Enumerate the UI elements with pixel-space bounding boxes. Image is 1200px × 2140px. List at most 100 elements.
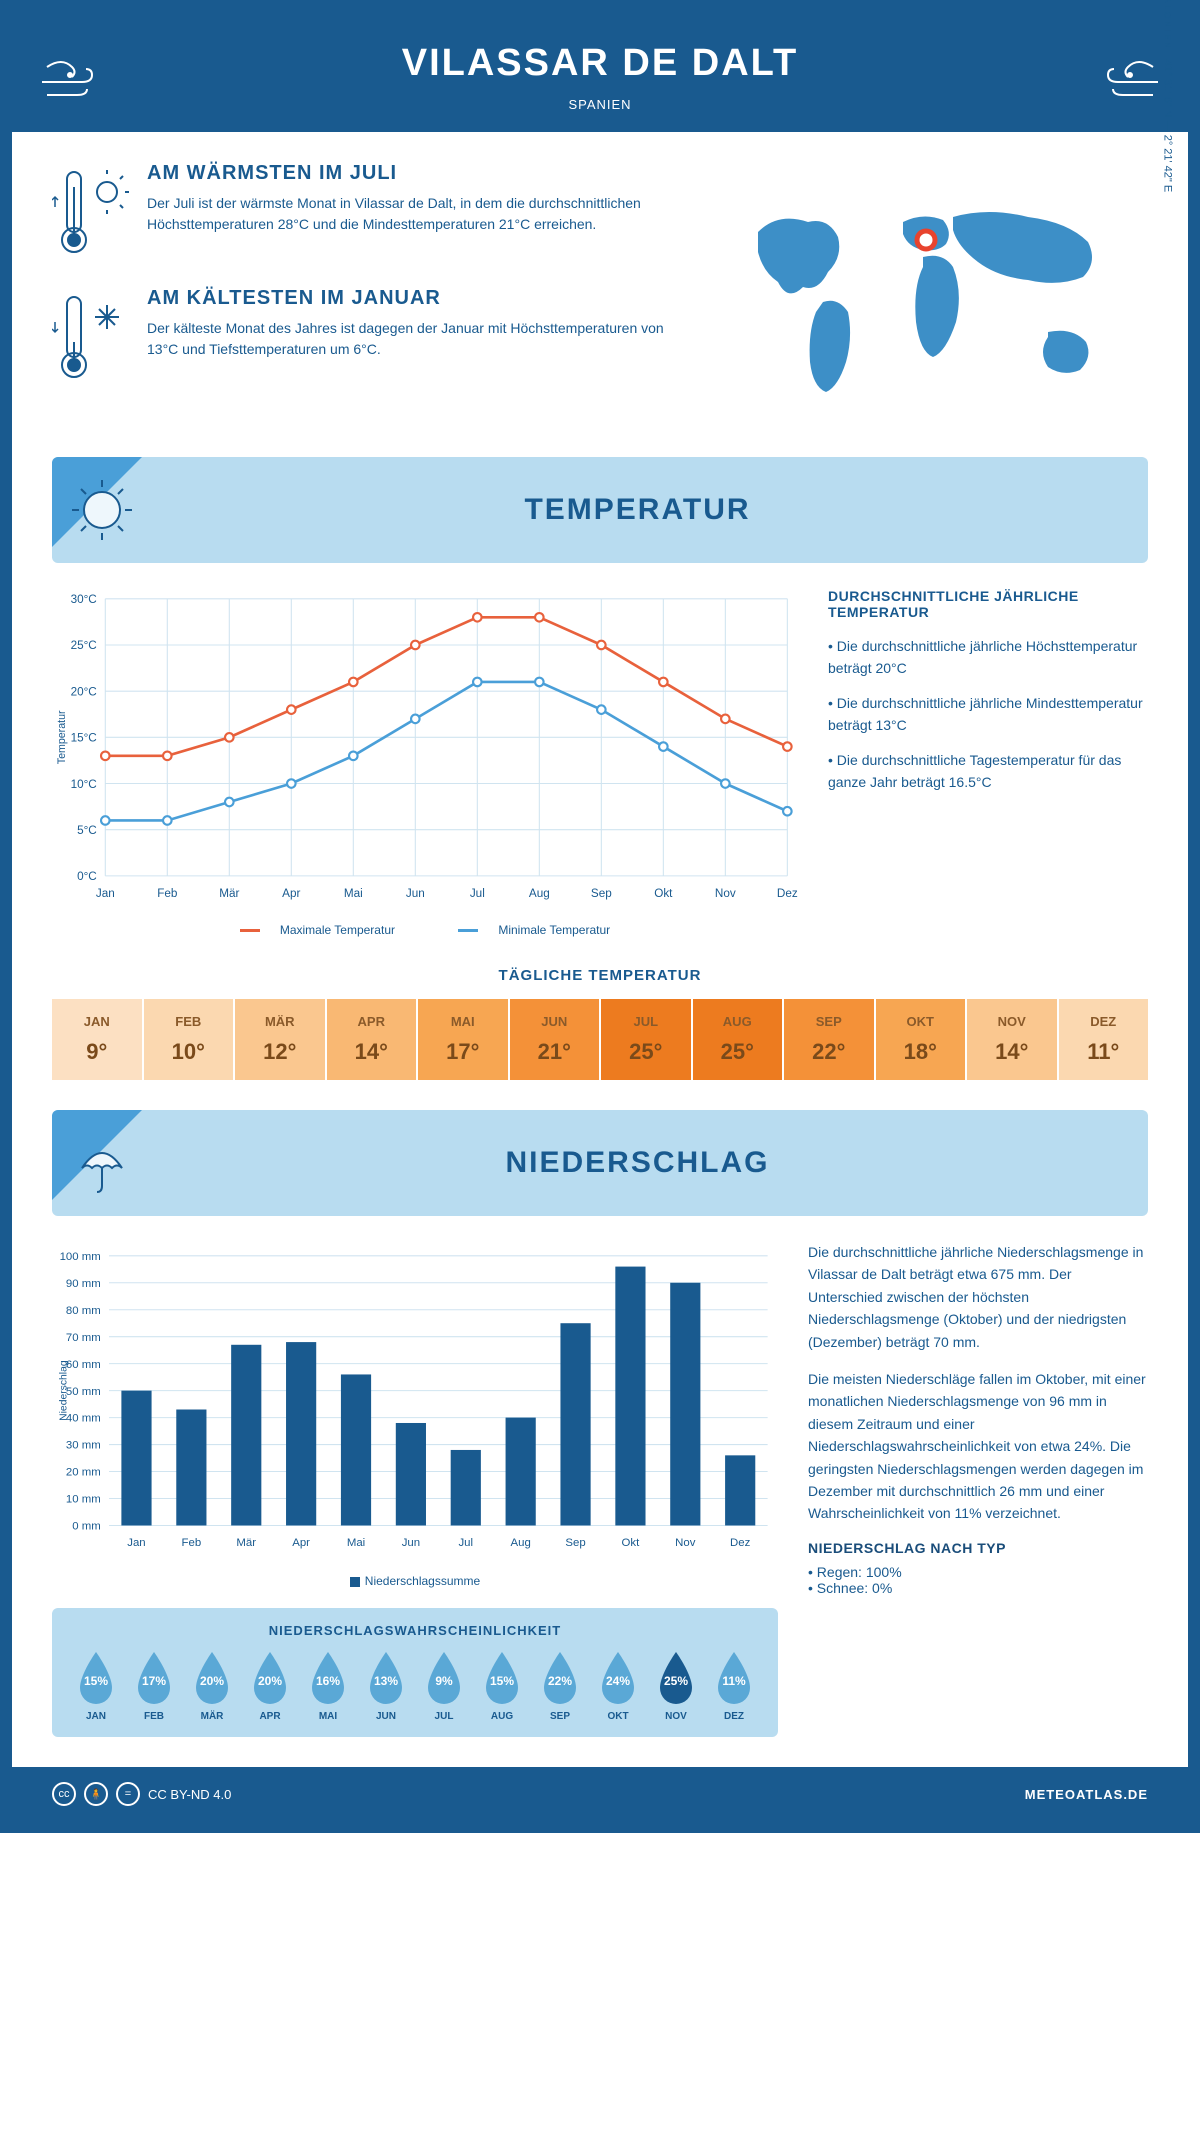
svg-text:0°C: 0°C	[77, 870, 97, 883]
thermometer-sun-icon	[52, 162, 132, 262]
svg-text:Niederschlag: Niederschlag	[59, 1360, 70, 1421]
svg-text:5°C: 5°C	[77, 824, 97, 837]
svg-text:0 mm: 0 mm	[72, 1521, 100, 1533]
temp-cell: JAN9°	[52, 999, 144, 1080]
temperature-section-header: TEMPERATUR	[52, 457, 1148, 563]
probability-drop: 15%AUG	[478, 1650, 526, 1722]
precip-type-item: Schnee: 0%	[808, 1580, 1148, 1596]
svg-text:70 mm: 70 mm	[66, 1332, 101, 1344]
coordinates: KATALONIEN 41° 31' 6" N — 2° 21' 42" E	[1162, 0, 1174, 192]
probability-drop: 25%NOV	[652, 1650, 700, 1722]
precip-type-item: Regen: 100%	[808, 1564, 1148, 1580]
line-chart-legend: Maximale Temperatur Minimale Temperatur	[52, 923, 798, 937]
umbrella-icon	[67, 1128, 137, 1198]
nd-icon: =	[116, 1782, 140, 1806]
svg-text:Jan: Jan	[127, 1537, 145, 1549]
cold-block: AM KÄLTESTEN IM JANUAR Der kälteste Mona…	[52, 287, 698, 387]
temp-cell: DEZ11°	[1059, 999, 1149, 1080]
probability-drop: 24%OKT	[594, 1650, 642, 1722]
svg-text:Sep: Sep	[565, 1537, 585, 1549]
thermometer-snow-icon	[52, 287, 132, 387]
svg-text:Apr: Apr	[292, 1537, 310, 1549]
page: VILASSAR DE DALT SPANIEN AM WÄRMSTEN IM …	[0, 0, 1200, 1833]
temp-cell: APR14°	[327, 999, 419, 1080]
svg-text:50 mm: 50 mm	[66, 1386, 101, 1398]
svg-text:Dez: Dez	[730, 1537, 751, 1549]
probability-drop: 16%MAI	[304, 1650, 352, 1722]
country: SPANIEN	[132, 97, 1068, 112]
probability-drop: 15%JAN	[72, 1650, 120, 1722]
warm-title: AM WÄRMSTEN IM JULI	[147, 162, 698, 185]
footer: cc 🧍 = CC BY-ND 4.0 METEOATLAS.DE	[12, 1767, 1188, 1821]
world-map-container: KATALONIEN 41° 31' 6" N — 2° 21' 42" E	[728, 162, 1148, 427]
temp-cell: JUN21°	[510, 999, 602, 1080]
svg-text:20°C: 20°C	[71, 685, 98, 698]
svg-text:Aug: Aug	[511, 1537, 531, 1549]
svg-text:Temperatur: Temperatur	[56, 710, 68, 764]
svg-text:Okt: Okt	[654, 887, 673, 900]
summary-item: Die durchschnittliche jährliche Höchstte…	[828, 635, 1148, 680]
probability-drop: 22%SEP	[536, 1650, 584, 1722]
daily-temp-table: JAN9°FEB10°MÄR12°APR14°MAI17°JUN21°JUL25…	[52, 999, 1148, 1080]
by-icon: 🧍	[84, 1782, 108, 1806]
svg-text:Mai: Mai	[344, 887, 363, 900]
svg-text:30°C: 30°C	[71, 593, 98, 606]
temp-cell: OKT18°	[876, 999, 968, 1080]
svg-text:30 mm: 30 mm	[66, 1440, 101, 1452]
svg-text:Dez: Dez	[777, 887, 798, 900]
svg-text:90 mm: 90 mm	[66, 1278, 101, 1290]
precipitation-text: Die durchschnittliche jährliche Niedersc…	[808, 1241, 1148, 1737]
probability-drop: 17%FEB	[130, 1650, 178, 1722]
svg-text:Jul: Jul	[458, 1537, 473, 1549]
daily-temp-title: TÄGLICHE TEMPERATUR	[52, 967, 1148, 984]
svg-text:Mai: Mai	[347, 1537, 365, 1549]
sun-icon	[67, 475, 137, 545]
summary-item: Die durchschnittliche Tagestemperatur fü…	[828, 749, 1148, 794]
svg-text:Nov: Nov	[675, 1537, 696, 1549]
probability-drop: 11%DEZ	[710, 1650, 758, 1722]
svg-text:60 mm: 60 mm	[66, 1359, 101, 1371]
precipitation-bar-chart: 0 mm10 mm20 mm30 mm40 mm50 mm60 mm70 mm8…	[52, 1241, 778, 1561]
page-title: VILASSAR DE DALT	[132, 42, 1068, 85]
header: VILASSAR DE DALT SPANIEN	[12, 12, 1188, 132]
temp-cell: MÄR12°	[235, 999, 327, 1080]
svg-text:Feb: Feb	[157, 887, 178, 900]
svg-text:20 mm: 20 mm	[66, 1467, 101, 1479]
svg-text:Feb: Feb	[182, 1537, 202, 1549]
temperature-line-chart: 0°C 5°C 10°C 15°C 20°C 25°C 30°C Jan Feb Mär Apr Ma…	[52, 588, 798, 908]
cold-title: AM KÄLTESTEN IM JANUAR	[147, 287, 698, 310]
svg-text:Nov: Nov	[715, 887, 736, 900]
svg-text:Mär: Mär	[236, 1537, 256, 1549]
bar-chart-legend: Niederschlagssumme	[52, 1574, 778, 1588]
probability-drop: 20%APR	[246, 1650, 294, 1722]
svg-text:Mär: Mär	[219, 887, 239, 900]
wind-icon-right	[1068, 47, 1168, 107]
temp-cell: JUL25°	[601, 999, 693, 1080]
temp-cell: AUG25°	[693, 999, 785, 1080]
svg-text:Apr: Apr	[282, 887, 300, 900]
svg-text:10 mm: 10 mm	[66, 1494, 101, 1506]
site-name: METEOATLAS.DE	[1025, 1787, 1148, 1802]
svg-text:Jul: Jul	[470, 887, 485, 900]
svg-text:15°C: 15°C	[71, 732, 98, 745]
svg-text:Jan: Jan	[96, 887, 115, 900]
temp-cell: FEB10°	[144, 999, 236, 1080]
temp-cell: MAI17°	[418, 999, 510, 1080]
license: cc 🧍 = CC BY-ND 4.0	[52, 1782, 231, 1806]
svg-text:10°C: 10°C	[71, 778, 98, 791]
probability-box: NIEDERSCHLAGSWAHRSCHEINLICHKEIT 15%JAN17…	[52, 1608, 778, 1737]
precipitation-section-header: NIEDERSCHLAG	[52, 1110, 1148, 1216]
warm-block: AM WÄRMSTEN IM JULI Der Juli ist der wär…	[52, 162, 698, 262]
probability-drop: 13%JUN	[362, 1650, 410, 1722]
world-map-icon	[728, 162, 1148, 422]
probability-drop: 20%MÄR	[188, 1650, 236, 1722]
svg-text:Jun: Jun	[402, 1537, 420, 1549]
svg-text:Aug: Aug	[529, 887, 550, 900]
warm-text: Der Juli ist der wärmste Monat in Vilass…	[147, 193, 698, 235]
svg-text:25°C: 25°C	[71, 639, 98, 652]
svg-text:Okt: Okt	[622, 1537, 641, 1549]
temp-cell: NOV14°	[967, 999, 1059, 1080]
summary-item: Die durchschnittliche jährliche Mindestt…	[828, 692, 1148, 737]
svg-text:80 mm: 80 mm	[66, 1305, 101, 1317]
cold-text: Der kälteste Monat des Jahres ist dagege…	[147, 318, 698, 360]
